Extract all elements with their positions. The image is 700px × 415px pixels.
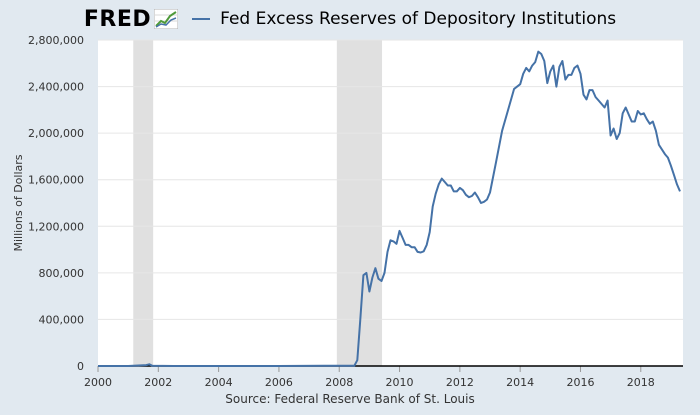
y-tick-label: 0 xyxy=(77,360,84,373)
chart-title: Fed Excess Reserves of Depository Instit… xyxy=(220,9,617,29)
x-tick-label: 2006 xyxy=(265,376,293,389)
y-tick-label: 400,000 xyxy=(39,313,85,326)
chart-source: Source: Federal Reserve Bank of St. Loui… xyxy=(225,392,475,406)
x-tick-label: 2014 xyxy=(506,376,534,389)
x-tick-label: 2002 xyxy=(144,376,172,389)
y-tick-label: 2,400,000 xyxy=(28,81,84,94)
y-axis-label: Millions of Dollars xyxy=(12,154,25,251)
fred-logo[interactable]: FRED xyxy=(83,6,179,32)
y-tick-label: 1,200,000 xyxy=(28,220,84,233)
legend-series-swatch xyxy=(192,18,211,20)
x-tick-label: 2000 xyxy=(84,376,112,389)
fred-trend-icon xyxy=(154,9,179,29)
x-tick-label: 2010 xyxy=(386,376,414,389)
y-tick-label: 800,000 xyxy=(39,267,85,280)
x-tick-label: 2016 xyxy=(566,376,594,389)
series-line xyxy=(98,50,681,367)
fred-logo-text: FRED xyxy=(83,6,152,32)
plot-area xyxy=(98,40,683,366)
y-tick-label: 2,800,000 xyxy=(28,34,84,47)
y-tick-label: 2,000,000 xyxy=(28,127,84,140)
x-tick-label: 2012 xyxy=(446,376,474,389)
y-tick-label: 1,600,000 xyxy=(28,174,84,187)
recession-shade xyxy=(336,40,383,366)
x-tick-label: 2008 xyxy=(325,376,353,389)
x-tick-label: 2018 xyxy=(627,376,655,389)
chart-header: FRED Fed Excess Reserves of Depository I… xyxy=(0,0,700,38)
x-tick-label: 2004 xyxy=(205,376,233,389)
recession-shade xyxy=(133,40,154,366)
